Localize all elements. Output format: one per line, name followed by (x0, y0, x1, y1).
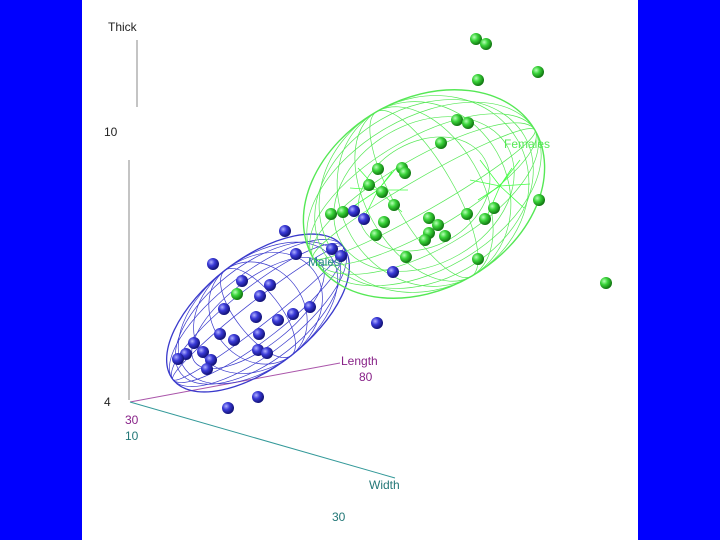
width-axis-line (129, 401, 396, 479)
female-point (231, 288, 243, 300)
female-point (419, 234, 431, 246)
male-point (253, 328, 265, 340)
male-point (387, 266, 399, 278)
males-series-label: Males (308, 255, 340, 269)
females-series-label: Females (504, 137, 550, 151)
female-point (363, 179, 375, 191)
male-point (205, 354, 217, 366)
female-point (533, 194, 545, 206)
male-point (197, 346, 209, 358)
male-point (172, 353, 184, 365)
female-point (432, 219, 444, 231)
male-point (287, 308, 299, 320)
female-point (400, 251, 412, 263)
length-tick-label: 80 (359, 370, 373, 384)
female-point (451, 114, 463, 126)
female-point (378, 216, 390, 228)
male-point (371, 317, 383, 329)
male-point (201, 363, 213, 375)
female-point (376, 186, 388, 198)
male-point (218, 303, 230, 315)
male-point (261, 347, 273, 359)
female-point (470, 33, 482, 45)
female-point (480, 38, 492, 50)
female-point (488, 202, 500, 214)
male-point (228, 334, 240, 346)
females-ellipsoid (302, 89, 546, 299)
female-point (461, 208, 473, 220)
length-tick-label: 30 (125, 413, 139, 427)
thick-tick-label: 4 (104, 395, 111, 409)
series-labels: Females Males (308, 137, 550, 269)
width-tick-label: 10 (125, 429, 139, 443)
female-point (472, 253, 484, 265)
male-point (304, 301, 316, 313)
female-point (372, 163, 384, 175)
male-point (252, 391, 264, 403)
male-point (222, 402, 234, 414)
female-point (462, 117, 474, 129)
length-axis-label: Length (341, 354, 378, 368)
axis-labels: Thick 10 4 Length 30 80 Width 10 30 (104, 20, 400, 524)
plot-background (82, 0, 638, 540)
male-point (326, 243, 338, 255)
female-point (435, 137, 447, 149)
male-point (279, 225, 291, 237)
width-tick-label: 30 (332, 510, 346, 524)
male-point (272, 314, 284, 326)
male-point (358, 213, 370, 225)
male-point (236, 275, 248, 287)
width-axis-label: Width (369, 478, 400, 492)
male-point (264, 279, 276, 291)
female-point (337, 206, 349, 218)
female-point (472, 74, 484, 86)
female-point (479, 213, 491, 225)
male-point (250, 311, 262, 323)
male-point (254, 290, 266, 302)
female-point (600, 277, 612, 289)
female-point (423, 212, 435, 224)
male-point (348, 205, 360, 217)
male-point (188, 337, 200, 349)
male-point (207, 258, 219, 270)
male-point (214, 328, 226, 340)
female-point (325, 208, 337, 220)
male-point (290, 248, 302, 260)
female-point (370, 229, 382, 241)
thick-tick-label: 10 (104, 125, 118, 139)
female-point (388, 199, 400, 211)
male-point (335, 250, 347, 262)
female-point (399, 167, 411, 179)
thick-axis-label: Thick (108, 20, 138, 34)
female-point (439, 230, 451, 242)
female-point (532, 66, 544, 78)
data-points (172, 33, 612, 414)
